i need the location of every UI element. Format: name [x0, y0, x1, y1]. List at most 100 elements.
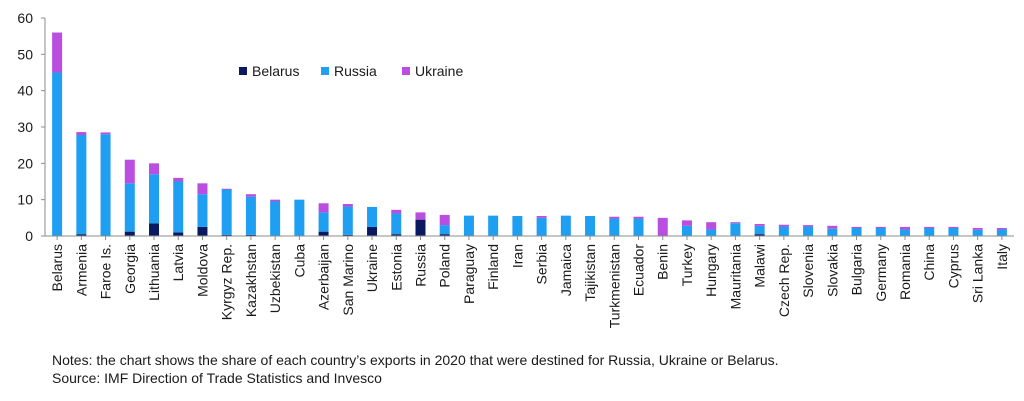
x-tick-label: Armenia: [73, 244, 89, 296]
x-tick-label: Romania: [897, 244, 913, 300]
x-tick-label: Turkey: [679, 244, 695, 286]
bar-segment-ukraine: [875, 226, 886, 229]
x-tick-label: Serbia: [534, 244, 550, 285]
bar-segment-ukraine: [730, 222, 741, 224]
bar-segment-russia: [100, 134, 111, 236]
y-tick-label: 20: [17, 155, 33, 171]
bar-segment-belarus: [391, 234, 402, 236]
bar-segment-russia: [875, 228, 886, 236]
stacked-bar-chart: 0 10 20 30 40 50 60 Belarus Armenia Faroe Is. Geo…: [17, 10, 1014, 328]
legend-label: Ukraine: [415, 63, 463, 79]
x-tick-label: Mauritania: [727, 244, 743, 310]
bar-segment-ukraine: [124, 159, 135, 184]
x-tick-label: Cyprus: [945, 244, 961, 288]
x-tick-label: Kyrgyz Rep.: [219, 244, 235, 320]
x-tick-label: Russia: [412, 244, 428, 287]
bar-segment-russia: [149, 174, 160, 224]
bar-segment-belarus: [149, 223, 160, 236]
bar-segment-russia: [76, 134, 87, 235]
bar-segment-ukraine: [221, 188, 232, 190]
legend: Belarus Russia Ukraine: [239, 63, 463, 79]
legend-label: Russia: [334, 63, 377, 79]
bar-segment-ukraine: [100, 132, 111, 135]
y-tick-label: 30: [17, 119, 33, 135]
x-tick-label: China: [921, 244, 937, 281]
bar-segment-belarus: [221, 234, 232, 236]
x-tick-label: Tajikistan: [582, 244, 598, 302]
bar-segment-russia: [342, 206, 353, 235]
y-tick-label: 0: [25, 228, 33, 244]
bar-segment-russia: [536, 217, 547, 236]
x-tick-label: Paraguay: [461, 244, 477, 304]
bar-segment-ukraine: [899, 226, 910, 230]
bar-segment-russia: [391, 213, 402, 235]
x-axis: Belarus Armenia Faroe Is. Georgia Lithuania L…: [45, 235, 1014, 328]
bar-segment-ukraine: [245, 194, 256, 197]
x-tick-label: Slovakia: [824, 244, 840, 297]
bar-segment-ukraine: [270, 199, 281, 202]
x-tick-label: Iran: [509, 244, 525, 268]
bar-segment-russia: [778, 226, 789, 236]
y-tick-label: 10: [17, 192, 33, 208]
bar-segment-belarus: [415, 219, 426, 236]
x-tick-label: Lithuania: [146, 244, 162, 301]
bar-segment-russia: [367, 206, 378, 227]
bar-segment-russia: [633, 218, 644, 236]
x-tick-label: Ecuador: [631, 244, 647, 296]
x-tick-label: Sri Lanka: [970, 244, 986, 303]
bar-segment-ukraine: [633, 216, 644, 219]
bar-segment-russia: [52, 72, 63, 236]
x-tick-label: Hungary: [703, 244, 719, 297]
bar-segment-russia: [972, 229, 983, 236]
legend-swatch-belarus: [239, 67, 247, 75]
bar-segment-ukraine: [778, 224, 789, 227]
bar-segment-ukraine: [706, 222, 717, 230]
bar-segment-ukraine: [197, 183, 208, 195]
x-tick-label: Faroe Is.: [98, 244, 114, 299]
bar-segment-ukraine: [609, 216, 620, 219]
x-tick-label: Cuba: [291, 244, 307, 278]
legend-swatch-russia: [321, 67, 329, 75]
notes-text: Notes: the chart shows the share of each…: [52, 352, 779, 368]
bar-segment-ukraine: [173, 177, 184, 182]
y-tick-label: 60: [17, 10, 33, 26]
bar-segment-russia: [294, 199, 305, 236]
bar-segment-belarus: [342, 234, 353, 236]
bar-segment-russia: [924, 228, 935, 236]
x-tick-label: Turkmenistan: [606, 244, 622, 328]
x-tick-label: Malawi: [752, 244, 768, 288]
bar-segment-ukraine: [391, 209, 402, 214]
bar-segment-belarus: [197, 226, 208, 236]
bar-segment-ukraine: [439, 214, 450, 226]
y-tick-label: 40: [17, 83, 33, 99]
bar-segment-russia: [948, 228, 959, 236]
bar-segment-ukraine: [342, 204, 353, 207]
bar-segment-russia: [197, 194, 208, 227]
bar-segment-ukraine: [536, 216, 547, 218]
bar-segment-russia: [681, 225, 692, 236]
bar-segment-ukraine: [754, 224, 765, 226]
x-tick-label: Bulgaria: [849, 244, 865, 296]
bar-segment-ukraine: [76, 132, 87, 135]
bar-segment-ukraine: [415, 212, 426, 220]
bar-segment-russia: [730, 223, 741, 236]
bar-segment-belarus: [367, 226, 378, 236]
x-tick-label: Moldova: [194, 244, 210, 297]
x-tick-label: Georgia: [122, 244, 138, 294]
x-tick-label: Slovenia: [800, 244, 816, 298]
chart-notes: Notes: the chart shows the share of each…: [52, 351, 779, 387]
x-tick-label: Latvia: [170, 244, 186, 282]
bars-group: [52, 32, 1007, 236]
bar-segment-russia: [609, 218, 620, 236]
bar-segment-ukraine: [827, 225, 838, 229]
bar-segment-russia: [827, 228, 838, 236]
bar-segment-ukraine: [318, 203, 329, 213]
bar-segment-belarus: [124, 231, 135, 236]
y-axis: 0 10 20 30 40 50 60: [17, 10, 46, 244]
bar-segment-ukraine: [996, 228, 1007, 230]
bar-segment-belarus: [245, 234, 256, 236]
x-tick-label: Estonia: [388, 244, 404, 291]
bar-segment-russia: [463, 215, 474, 236]
bar-segment-ukraine: [924, 226, 935, 229]
x-tick-label: Azerbaijan: [316, 244, 332, 310]
